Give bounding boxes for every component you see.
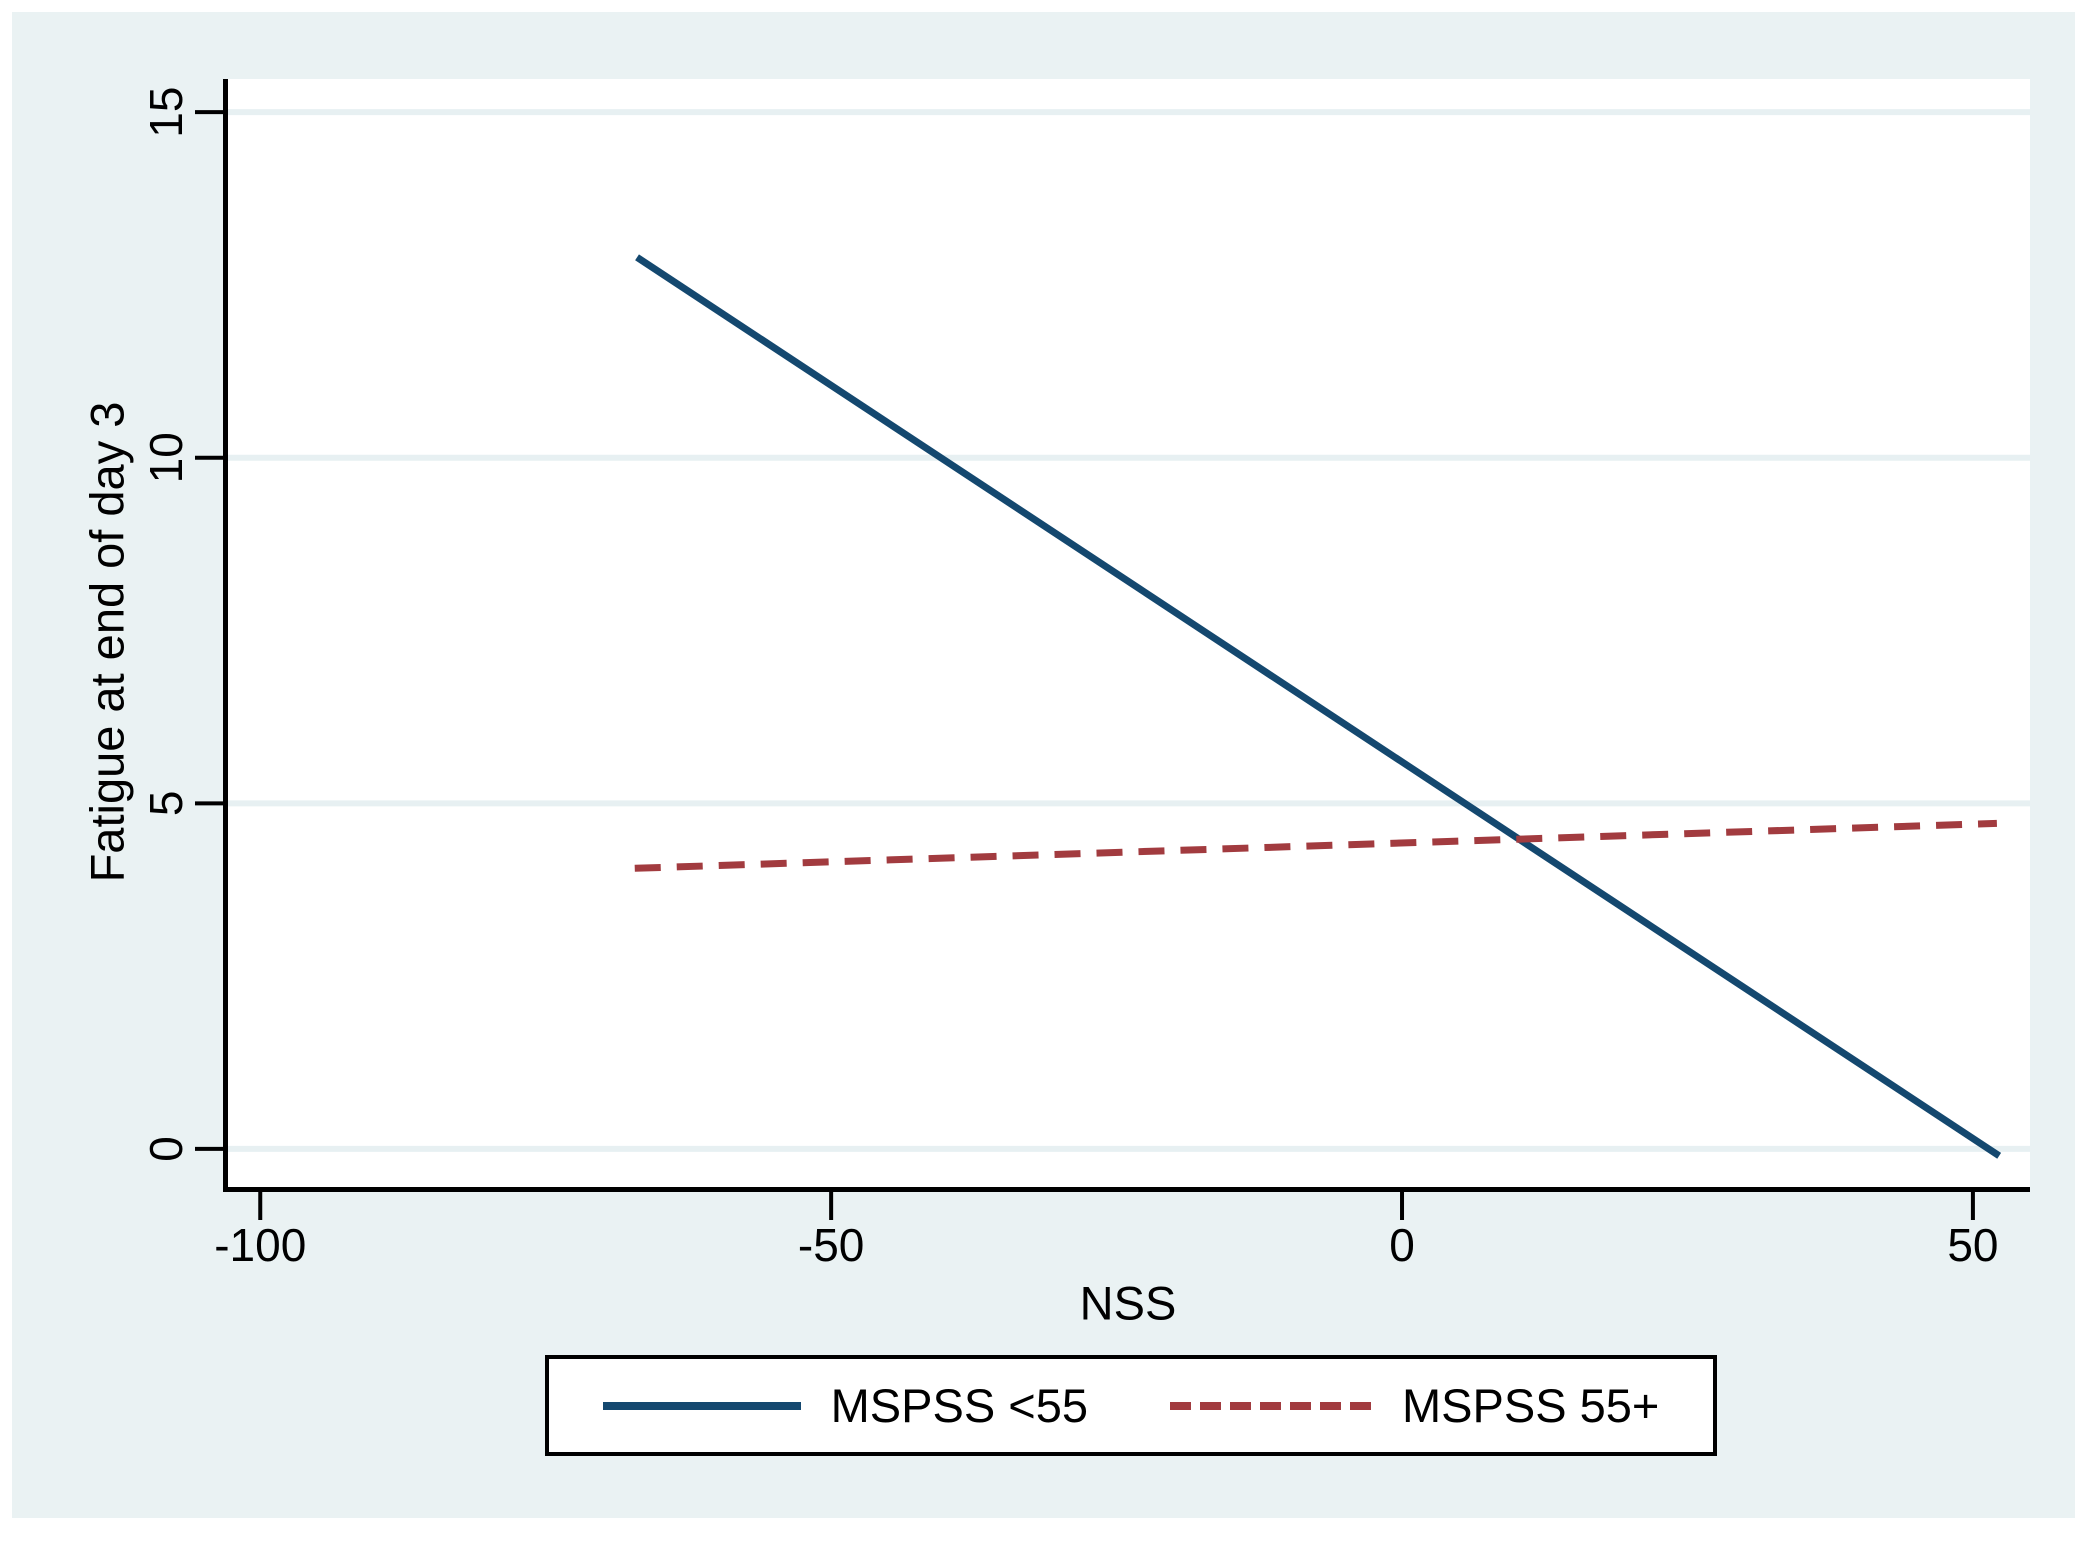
- y-tick-label: 5: [140, 791, 192, 817]
- y-axis-line: [223, 79, 228, 1192]
- graph-region: 0 5 10 15 -100 -50 0 50 Fatigue at end of day 3…: [12, 12, 2075, 1518]
- x-tick-label: 50: [1947, 1219, 1998, 1271]
- series-line-0: [635, 254, 2002, 1159]
- x-tick-label: 0: [1389, 1219, 1415, 1271]
- chart-canvas: 0 5 10 15 -100 -50 0 50: [140, 87, 2030, 1271]
- series-line-1: [634, 819, 1998, 872]
- x-axis-title: NSS: [1079, 1276, 1177, 1330]
- x-axis-line: [223, 1187, 2030, 1192]
- y-tick-label: 15: [140, 87, 192, 138]
- legend-label: MSPSS 55+: [1402, 1379, 1660, 1432]
- solid-line-swatch-icon: [602, 1401, 801, 1410]
- y-tick-label: 10: [140, 432, 192, 483]
- legend-item-msps-lt55: MSPSS <55: [602, 1378, 1088, 1433]
- dashed-line-swatch-icon: [1170, 1401, 1372, 1410]
- plot-area: [228, 79, 2030, 1187]
- x-tick-label: -50: [798, 1219, 864, 1271]
- legend-item-msps-55plus: MSPSS 55+: [1170, 1378, 1659, 1433]
- y-tick-label: 0: [140, 1136, 192, 1162]
- legend: MSPSS <55 MSPSS 55+: [545, 1355, 1717, 1456]
- legend-label: MSPSS <55: [830, 1379, 1088, 1432]
- x-tick-label: -100: [214, 1219, 306, 1271]
- y-axis-title: Fatigue at end of day 3: [80, 401, 134, 883]
